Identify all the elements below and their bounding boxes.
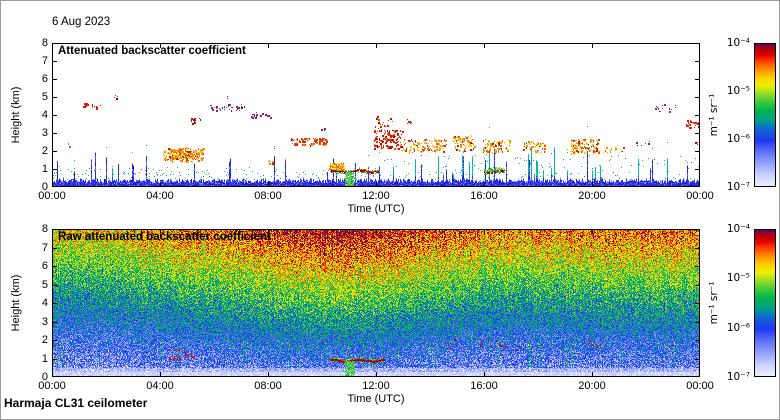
x-tick-label: 20:00 — [578, 380, 606, 392]
y-tick-label: 7 — [41, 55, 48, 67]
x-tick-label: 00:00 — [38, 380, 66, 392]
x-tick-label: 00:00 — [686, 380, 714, 392]
colorbar-tick-label: 10⁻⁶ — [726, 321, 750, 334]
instrument-label: Harmaja CL31 ceilometer — [4, 396, 148, 410]
x-tick-label: 12:00 — [362, 190, 390, 202]
colorbar-tick-label: 10⁻⁵ — [726, 272, 750, 285]
raw-backscatter-heatmap — [52, 229, 700, 377]
panel-title-attenuated: Attenuated backscatter coefficient — [58, 45, 246, 57]
colorbar-bottom — [754, 229, 776, 377]
colorbar-unit-bottom: m⁻¹ sr⁻¹ — [708, 281, 720, 325]
colorbar-tick-label: 10⁻⁶ — [726, 133, 750, 145]
panel-title-raw: Raw attenuated backscatter coefficient — [58, 231, 271, 243]
y-tick-label: 1 — [41, 163, 48, 175]
date-label: 6 Aug 2023 — [52, 16, 111, 28]
x-tick-label: 08:00 — [254, 190, 282, 202]
x-tick-label: 04:00 — [146, 190, 174, 202]
y-tick-label: 3 — [41, 127, 48, 139]
colorbar-tick-label: 10⁻⁴ — [726, 37, 750, 49]
colorbar-tick-label: 10⁻⁷ — [726, 371, 750, 383]
x-tick-label: 16:00 — [470, 380, 498, 392]
colorbar-tick-label: 10⁻⁵ — [726, 85, 750, 97]
y-tick-label: 5 — [41, 91, 48, 103]
y-axis-label-bottom: Height (km) — [10, 274, 22, 332]
x-tick-label: 20:00 — [578, 190, 606, 202]
y-tick-label: 2 — [41, 145, 48, 157]
y-tick-label: 1 — [41, 352, 48, 365]
x-tick-label: 16:00 — [470, 190, 498, 202]
y-tick-label: 0 — [41, 371, 48, 383]
y-tick-label: 7 — [41, 241, 48, 254]
x-tick-label: 08:00 — [254, 380, 282, 392]
y-tick-label: 3 — [41, 315, 48, 328]
colorbar-tick-label: 10⁻⁴ — [726, 223, 750, 235]
x-tick-label: 04:00 — [146, 380, 174, 392]
colorbar-unit-top: m⁻¹ sr⁻¹ — [708, 93, 720, 137]
x-axis-label-top: Time (UTC) — [347, 203, 405, 215]
y-tick-label: 4 — [41, 297, 48, 309]
attenuated-backscatter-heatmap — [52, 43, 700, 187]
y-tick-label: 4 — [41, 109, 48, 121]
y-tick-label: 5 — [41, 278, 48, 291]
y-tick-label: 2 — [41, 334, 48, 346]
y-tick-label: 8 — [41, 223, 48, 235]
x-tick-label: 00:00 — [686, 190, 714, 202]
y-axis-label-top: Height (km) — [10, 86, 22, 144]
x-axis-label-bottom: Time (UTC) — [347, 393, 405, 405]
x-tick-label: 12:00 — [362, 380, 390, 392]
y-tick-label: 6 — [41, 73, 48, 85]
y-tick-label: 0 — [41, 181, 48, 193]
x-tick-label: 00:00 — [38, 190, 66, 202]
y-tick-label: 6 — [41, 260, 48, 272]
colorbar-top — [754, 43, 776, 187]
colorbar-tick-label: 10⁻⁷ — [726, 181, 750, 193]
y-tick-label: 8 — [41, 37, 48, 49]
